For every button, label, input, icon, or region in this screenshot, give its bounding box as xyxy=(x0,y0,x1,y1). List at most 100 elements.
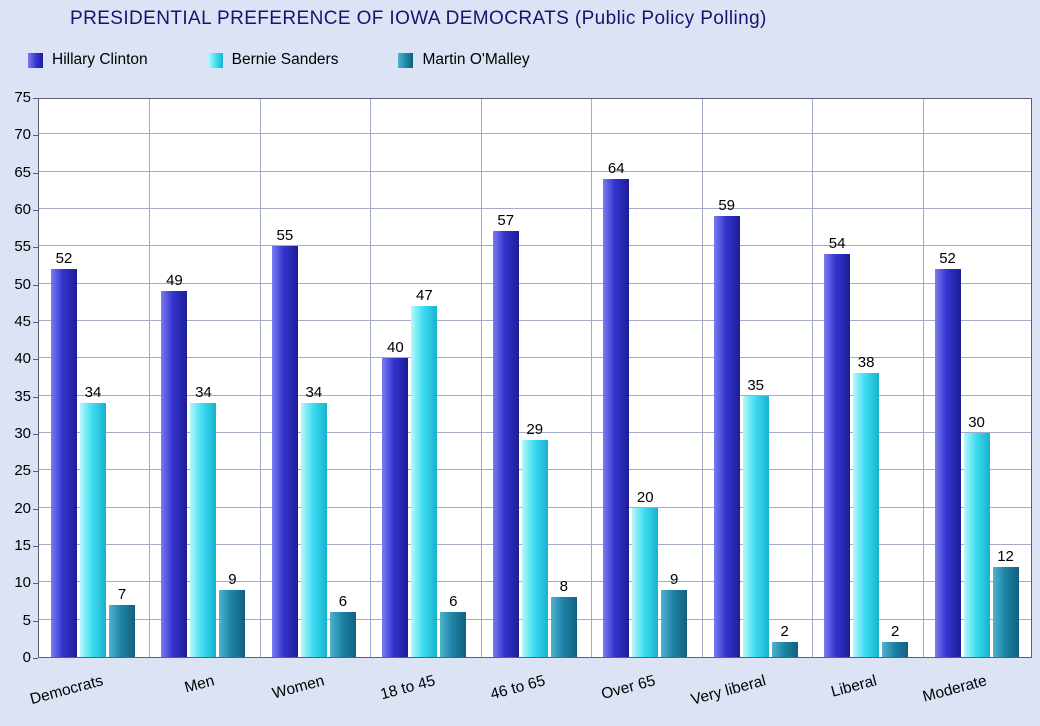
bar-value-label: 6 xyxy=(338,593,348,611)
y-tick-label: 55 xyxy=(14,238,31,256)
bar-value-label: 7 xyxy=(117,585,127,603)
legend-item-bernie-sanders: Bernie Sanders xyxy=(207,51,338,69)
bar-hillary-clinton-over-65 xyxy=(603,179,630,657)
gridline-vertical xyxy=(370,99,372,657)
y-tick-mark xyxy=(33,172,38,174)
bar-bernie-sanders-moderate xyxy=(963,433,990,657)
y-tick-label: 5 xyxy=(22,611,31,629)
bar-hillary-clinton-very-liberal xyxy=(713,216,740,657)
bar-value-label: 64 xyxy=(607,160,625,178)
bar-value-label: 57 xyxy=(497,212,515,230)
gridline-horizontal xyxy=(39,357,1031,359)
y-tick-label: 25 xyxy=(14,462,31,480)
bar-martin-o-malley-democrats xyxy=(109,604,135,657)
bar-value-label: 8 xyxy=(559,578,568,596)
bar-value-label: 12 xyxy=(997,548,1014,566)
bar-value-label: 34 xyxy=(195,384,212,402)
x-category-label: Over 65 xyxy=(599,672,658,703)
y-tick-mark xyxy=(33,322,38,323)
bar-value-label: 34 xyxy=(305,384,323,402)
y-tick-mark xyxy=(33,471,38,473)
x-category-label: 46 to 65 xyxy=(488,672,548,704)
y-tick-label: 15 xyxy=(14,537,31,554)
bar-hillary-clinton-18-to-45 xyxy=(382,358,409,657)
x-category-label: 18 to 45 xyxy=(378,672,437,704)
y-tick-mark xyxy=(33,98,38,99)
bar-value-label: 55 xyxy=(276,227,294,245)
bar-bernie-sanders-over-65 xyxy=(632,507,659,657)
bar-value-label: 52 xyxy=(55,249,73,267)
x-category-label: Men xyxy=(182,672,216,697)
bar-value-label: 49 xyxy=(166,272,183,290)
legend-item-martin-omalley: Martin O'Malley xyxy=(398,51,530,69)
gridline-horizontal xyxy=(39,133,1031,135)
chart-title: PRESIDENTIAL PREFERENCE OF IOWA DEMOCRAT… xyxy=(70,8,767,29)
bar-martin-o-malley-over-65 xyxy=(661,589,688,657)
y-tick-mark xyxy=(33,247,38,249)
y-tick-mark xyxy=(33,434,38,435)
gridline-vertical xyxy=(922,99,924,657)
gridline-vertical xyxy=(701,99,703,657)
legend-swatch-bernie-sanders xyxy=(207,52,223,68)
gridline-vertical xyxy=(591,99,593,657)
gridline-horizontal xyxy=(39,208,1031,209)
bar-value-label: 59 xyxy=(718,197,735,215)
y-tick-label: 0 xyxy=(22,649,31,666)
gridline-horizontal xyxy=(39,432,1031,433)
bar-hillary-clinton-46-to-65 xyxy=(492,231,519,657)
bar-value-label: 9 xyxy=(670,570,679,588)
bar-value-label: 38 xyxy=(857,354,875,372)
gridline-vertical xyxy=(259,99,261,657)
y-tick-mark xyxy=(33,210,38,211)
bar-bernie-sanders-democrats xyxy=(80,403,106,657)
bar-bernie-sanders-46-to-65 xyxy=(521,440,548,657)
bar-value-label: 52 xyxy=(939,249,956,267)
bar-bernie-sanders-very-liberal xyxy=(742,395,769,657)
y-tick-label: 40 xyxy=(14,350,31,368)
bar-value-label: 47 xyxy=(415,287,433,305)
legend-swatch-martin-omalley xyxy=(398,52,414,68)
y-tick-mark xyxy=(33,620,38,622)
plot-area: 52 34 7 49 34 9 55 34 6 40 47 6 57 29 8 64 20 9 59 35 2 54 38 2… xyxy=(38,98,1032,658)
bar-value-label: 40 xyxy=(386,339,404,357)
gridline-vertical xyxy=(149,99,151,657)
bar-bernie-sanders-men xyxy=(190,403,217,657)
gridline-vertical xyxy=(480,99,482,657)
bar-martin-o-malley-liberal xyxy=(882,642,909,657)
gridline-horizontal xyxy=(39,245,1031,247)
bar-bernie-sanders-liberal xyxy=(853,373,880,657)
bar-hillary-clinton-moderate xyxy=(934,268,961,657)
y-tick-mark xyxy=(33,396,38,398)
bar-martin-o-malley-18-to-45 xyxy=(440,612,467,657)
gridline-horizontal xyxy=(39,282,1031,284)
bar-value-label: 34 xyxy=(84,384,102,402)
bar-bernie-sanders-women xyxy=(300,403,327,657)
bar-value-label: 6 xyxy=(449,593,458,611)
y-tick-label: 65 xyxy=(14,163,31,181)
legend-label-hillary-clinton: Hillary Clinton xyxy=(52,51,148,68)
bar-bernie-sanders-18-to-45 xyxy=(411,306,438,657)
legend: Hillary Clinton Bernie Sanders Martin O'… xyxy=(28,51,530,69)
gridline-horizontal xyxy=(39,170,1031,172)
y-tick-label: 45 xyxy=(14,313,31,330)
bar-value-label: 29 xyxy=(526,421,544,439)
x-category-label: Liberal xyxy=(829,672,879,701)
y-tick-mark xyxy=(33,135,38,137)
y-tick-label: 30 xyxy=(14,425,31,442)
y-tick-mark xyxy=(33,583,38,585)
bar-hillary-clinton-democrats xyxy=(51,268,77,657)
legend-item-hillary-clinton: Hillary Clinton xyxy=(28,51,148,69)
x-category-label: Democrats xyxy=(28,672,106,709)
y-tick-label: 35 xyxy=(14,387,31,405)
legend-swatch-hillary-clinton xyxy=(28,52,43,68)
y-tick-label: 60 xyxy=(14,201,31,218)
bar-value-label: 9 xyxy=(228,570,237,588)
bar-martin-o-malley-46-to-65 xyxy=(550,597,577,657)
y-tick-label: 50 xyxy=(14,275,31,293)
y-tick-mark xyxy=(33,508,38,510)
bar-hillary-clinton-men xyxy=(161,291,188,657)
bar-martin-o-malley-very-liberal xyxy=(771,642,798,657)
bar-value-label: 2 xyxy=(890,623,900,641)
legend-label-martin-omalley: Martin O'Malley xyxy=(422,51,530,68)
y-tick-label: 10 xyxy=(14,574,31,592)
